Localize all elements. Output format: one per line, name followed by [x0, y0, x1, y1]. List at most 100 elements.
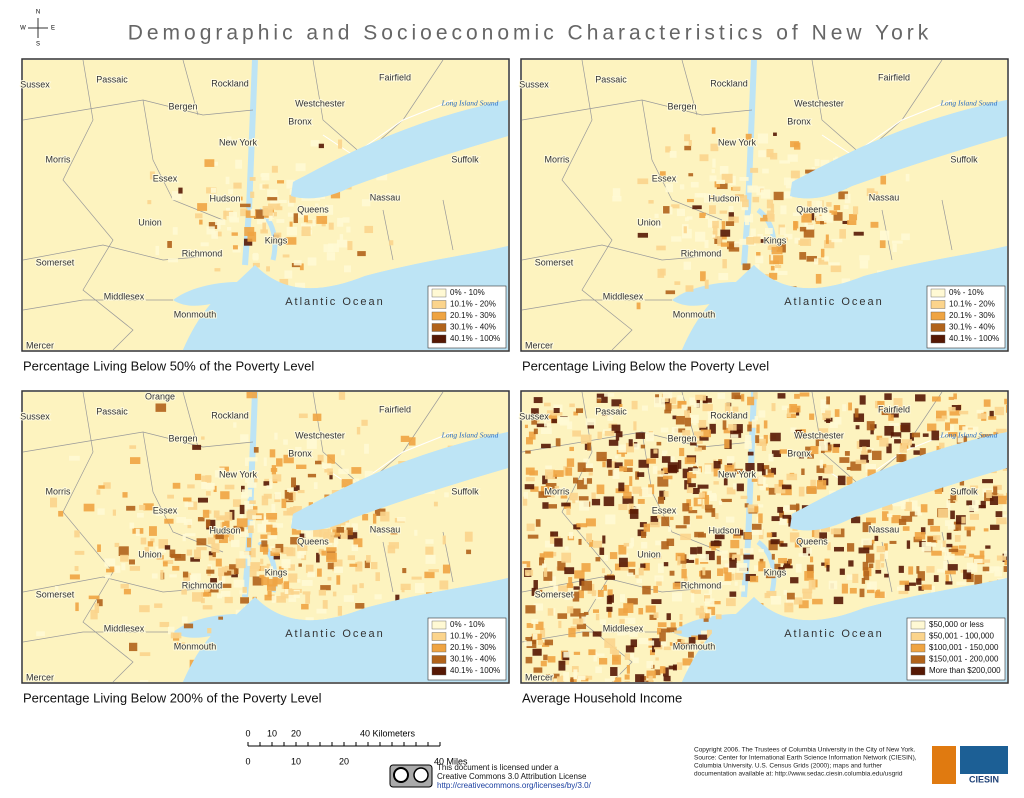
- tract: [666, 613, 671, 621]
- tract: [671, 236, 682, 242]
- tract: [206, 226, 215, 235]
- tract: [879, 553, 885, 562]
- tract: [754, 416, 759, 421]
- tract: [833, 443, 841, 448]
- tract: [536, 423, 547, 428]
- tract: [231, 232, 238, 236]
- tract: [635, 471, 639, 480]
- place-label: Westchester: [295, 98, 345, 108]
- tract: [957, 434, 964, 443]
- tract: [610, 673, 616, 681]
- tract: [922, 433, 929, 437]
- tract: [896, 454, 907, 462]
- tract: [643, 523, 650, 532]
- legend-swatch: [910, 655, 926, 664]
- tract: [343, 595, 355, 602]
- tract: [978, 504, 986, 509]
- tract: [996, 517, 1007, 525]
- tract: [958, 545, 967, 549]
- tract: [902, 494, 909, 505]
- tract: [74, 566, 79, 571]
- tract: [899, 580, 910, 585]
- tract: [939, 442, 945, 449]
- tract: [841, 278, 851, 285]
- tract: [989, 496, 999, 506]
- tract: [172, 227, 178, 235]
- tract: [277, 180, 285, 184]
- tract: [148, 526, 157, 536]
- tract: [668, 665, 677, 670]
- tract: [681, 228, 692, 239]
- tract: [247, 231, 257, 242]
- legend-swatch: [930, 311, 946, 321]
- tract: [759, 558, 764, 564]
- tract: [856, 441, 861, 449]
- tract: [144, 547, 150, 553]
- tract: [657, 515, 661, 519]
- tract: [97, 544, 101, 552]
- tract: [829, 210, 838, 215]
- tract: [553, 407, 560, 413]
- tract: [607, 609, 612, 618]
- tract: [993, 484, 1002, 490]
- tract: [778, 515, 787, 526]
- tract: [744, 532, 752, 540]
- panel-caption: Percentage Living Below 50% of the Pover…: [23, 358, 314, 373]
- tract: [691, 589, 701, 594]
- tract: [249, 569, 257, 578]
- tract: [655, 657, 659, 661]
- tract: [848, 560, 854, 567]
- tract: [532, 648, 542, 656]
- tract: [770, 152, 778, 160]
- tract: [351, 467, 362, 474]
- tract: [893, 398, 903, 408]
- tract: [704, 279, 709, 289]
- tract: [301, 579, 313, 586]
- tract: [561, 502, 571, 507]
- tract: [927, 536, 936, 543]
- tract: [976, 409, 984, 414]
- tract: [659, 666, 666, 674]
- tract: [988, 416, 997, 420]
- tract: [995, 511, 1003, 518]
- tract: [622, 496, 634, 504]
- place-label: Essex: [652, 505, 677, 515]
- tract: [671, 427, 679, 434]
- place-label: Somerset: [36, 257, 75, 267]
- tract: [637, 498, 645, 504]
- tract: [596, 484, 605, 495]
- tract: [681, 568, 687, 579]
- tract: [266, 584, 276, 591]
- tract: [585, 518, 596, 527]
- tract: [765, 227, 773, 235]
- tract: [136, 512, 144, 518]
- tract: [121, 563, 126, 571]
- tract: [320, 538, 326, 546]
- tract: [303, 215, 308, 223]
- tract: [932, 396, 941, 402]
- legend-label: 40.1% - 100%: [450, 666, 500, 675]
- tract: [578, 538, 582, 545]
- tract: [680, 642, 691, 648]
- tract: [759, 484, 768, 491]
- tract: [129, 457, 141, 465]
- tract: [326, 552, 337, 562]
- tract: [287, 212, 295, 217]
- tract: [868, 581, 877, 591]
- tract: [898, 518, 907, 525]
- tract: [745, 133, 752, 142]
- tract: [668, 464, 678, 474]
- compass-letter: E: [51, 26, 55, 32]
- tract: [775, 264, 782, 269]
- tract: [649, 649, 655, 656]
- tract: [721, 173, 733, 184]
- legend-swatch: [930, 323, 946, 332]
- tract: [688, 139, 692, 146]
- tract: [1005, 404, 1007, 413]
- tract: [920, 527, 926, 535]
- tract: [867, 449, 872, 453]
- tract: [798, 452, 804, 459]
- tract: [742, 199, 749, 208]
- tract: [603, 496, 615, 507]
- tract: [572, 477, 578, 484]
